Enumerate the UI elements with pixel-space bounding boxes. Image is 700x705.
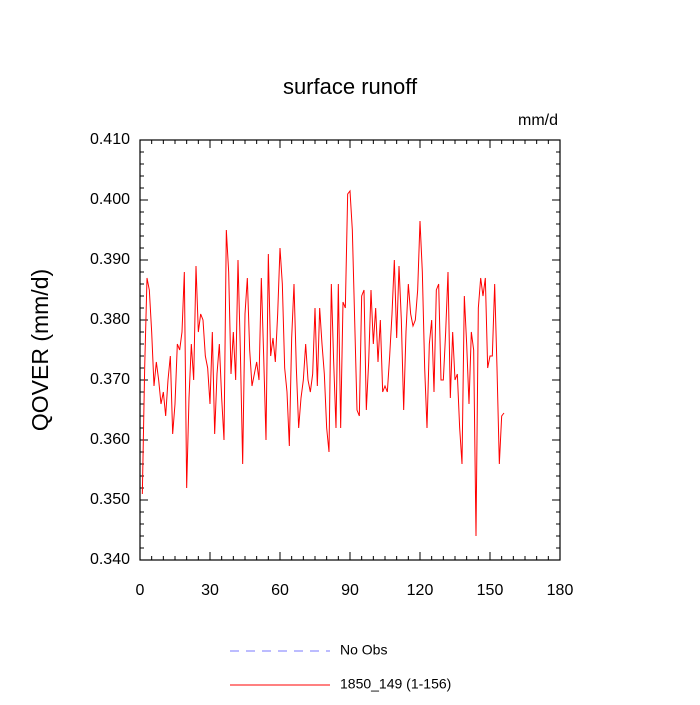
y-tick-label: 0.350 [90,491,130,508]
y-tick-label: 0.400 [90,191,130,208]
y-axis-label: QOVER (mm/d) [27,269,53,431]
x-tick-label: 60 [271,582,289,599]
data-line [141,189,505,537]
x-tick-label: 180 [547,582,574,599]
y-tick-label: 0.360 [90,431,130,448]
x-tick-label: 0 [136,582,145,599]
y-tick-label: 0.410 [90,131,130,148]
x-tick-label: 120 [407,582,434,599]
units-label: mm/d [518,112,558,129]
x-tick-label: 150 [477,582,504,599]
x-tick-label: 30 [201,582,219,599]
legend-label: 1850_149 (1-156) [340,676,451,692]
x-tick-label: 90 [341,582,359,599]
legend-label: No Obs [340,642,387,658]
chart-title: surface runoff [283,74,418,99]
y-tick-label: 0.390 [90,251,130,268]
y-tick-label: 0.340 [90,551,130,568]
y-tick-label: 0.370 [90,371,130,388]
y-tick-label: 0.380 [90,311,130,328]
